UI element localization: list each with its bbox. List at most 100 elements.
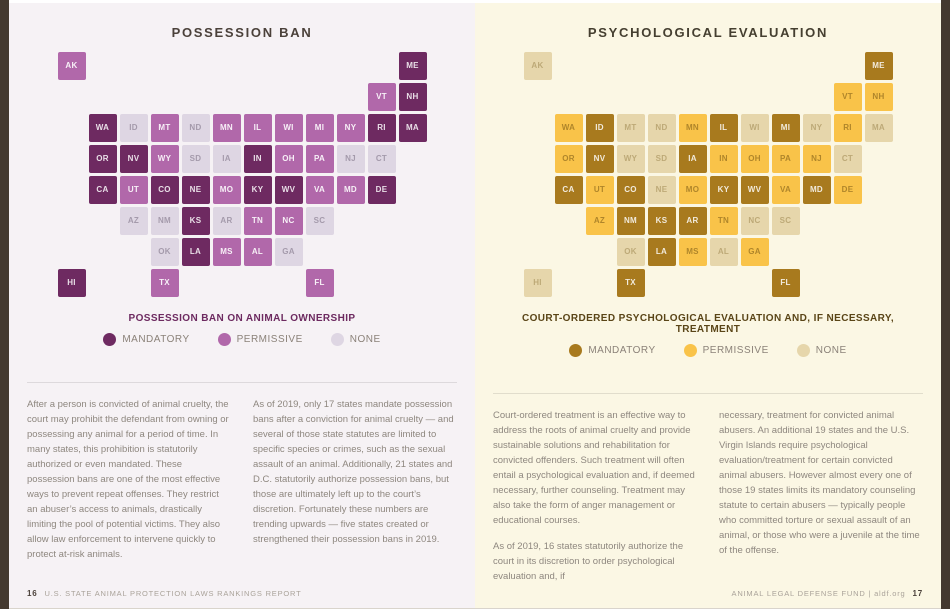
state-tile-PA: PA bbox=[771, 145, 800, 173]
state-tile-WY: WY bbox=[616, 145, 645, 173]
legend-swatch-mandatory bbox=[103, 333, 117, 346]
state-tile-AZ: AZ bbox=[585, 207, 614, 235]
state-tile-VA: VA bbox=[305, 176, 334, 204]
legend-swatch-none bbox=[330, 333, 344, 346]
state-tile-VT: VT bbox=[367, 83, 396, 111]
state-tile-ND: ND bbox=[647, 114, 676, 142]
state-tile-MI: MI bbox=[305, 114, 334, 142]
body-paragraph: As of 2019, 16 states statutorily author… bbox=[493, 541, 684, 582]
state-tile-TN: TN bbox=[709, 207, 738, 235]
state-tile-OK: OK bbox=[150, 238, 179, 266]
state-tile-TX: TX bbox=[150, 269, 179, 297]
state-tile-MO: MO bbox=[212, 176, 241, 204]
state-tile-AR: AR bbox=[212, 207, 241, 235]
state-tile-OR: OR bbox=[88, 145, 117, 173]
state-tile-AL: AL bbox=[243, 238, 272, 266]
state-tile-NJ: NJ bbox=[802, 145, 831, 173]
state-tile-KS: KS bbox=[181, 207, 210, 235]
state-tile-RI: RI bbox=[367, 114, 396, 142]
legend-label: PERMISSIVE bbox=[702, 345, 769, 356]
state-tile-IA: IA bbox=[212, 145, 241, 173]
legend-item-permissive: PERMISSIVE bbox=[683, 344, 769, 357]
state-tile-DE: DE bbox=[833, 176, 862, 204]
legend-swatch-permissive bbox=[217, 333, 231, 346]
text-column-2: As of 2019, only 17 states mandate posse… bbox=[253, 397, 457, 573]
state-tile-CA: CA bbox=[88, 176, 117, 204]
state-tile-ND: ND bbox=[181, 114, 210, 142]
state-tile-NE: NE bbox=[181, 176, 210, 204]
state-tile-VA: VA bbox=[771, 176, 800, 204]
state-tile-ID: ID bbox=[119, 114, 148, 142]
state-tile-TX: TX bbox=[616, 269, 645, 297]
state-tile-KY: KY bbox=[709, 176, 738, 204]
legend-item-none: NONE bbox=[330, 333, 381, 346]
page-title: PSYCHOLOGICAL EVALUATION bbox=[587, 25, 829, 40]
page-title: POSSESSION BAN bbox=[171, 25, 313, 40]
body-paragraph: After a person is convicted of animal cr… bbox=[27, 399, 229, 560]
footer-text: U.S. STATE ANIMAL PROTECTION LAWS RANKIN… bbox=[44, 589, 302, 598]
state-tile-OH: OH bbox=[274, 145, 303, 173]
state-tile-MO: MO bbox=[678, 176, 707, 204]
state-tile-MD: MD bbox=[336, 176, 365, 204]
legend-item-none: NONE bbox=[796, 344, 847, 357]
legend-label: NONE bbox=[815, 345, 847, 356]
state-tile-UT: UT bbox=[585, 176, 614, 204]
state-tile-DE: DE bbox=[367, 176, 396, 204]
state-tile-ID: ID bbox=[585, 114, 614, 142]
state-tile-SC: SC bbox=[305, 207, 334, 235]
legend: POSSESSION BAN ON ANIMAL OWNERSHIP MANDA… bbox=[27, 313, 457, 346]
state-tile-OK: OK bbox=[616, 238, 645, 266]
state-tile-MS: MS bbox=[678, 238, 707, 266]
state-tile-KS: KS bbox=[647, 207, 676, 235]
state-tile-FL: FL bbox=[771, 269, 800, 297]
state-tile-MS: MS bbox=[212, 238, 241, 266]
body-paragraph: As of 2019, only 17 states mandate posse… bbox=[253, 399, 454, 545]
text-column-2: necessary, treatment for convicted anima… bbox=[719, 408, 923, 595]
page-number: 17 bbox=[912, 589, 923, 598]
page-psychological-evaluation: PSYCHOLOGICAL EVALUATION WA OR CA NV ID MT WY U… bbox=[475, 3, 941, 609]
possession-ban-map: WA OR CA NV ID MT WY UT CO AZ NM ND SD NE KS OK TX MN IA MO… bbox=[57, 52, 427, 297]
state-tile-NY: NY bbox=[336, 114, 365, 142]
state-tile-KY: KY bbox=[243, 176, 272, 204]
state-tile-MA: MA bbox=[398, 114, 427, 142]
text-column-1: Court-ordered treatment is an effective … bbox=[493, 408, 697, 595]
legend-swatch-none bbox=[796, 344, 810, 357]
state-tile-AZ: AZ bbox=[119, 207, 148, 235]
state-tile-MD: MD bbox=[802, 176, 831, 204]
state-tile-IA: IA bbox=[678, 145, 707, 173]
state-tile-PA: PA bbox=[305, 145, 334, 173]
state-tile-VT: VT bbox=[833, 83, 862, 111]
legend-swatch-mandatory bbox=[569, 344, 583, 357]
legend-item-mandatory: MANDATORY bbox=[103, 333, 189, 346]
state-tile-CO: CO bbox=[616, 176, 645, 204]
state-tile-WV: WV bbox=[740, 176, 769, 204]
state-tile-NY: NY bbox=[802, 114, 831, 142]
legend-label: NONE bbox=[349, 334, 381, 345]
state-tile-AL: AL bbox=[709, 238, 738, 266]
state-tile-WY: WY bbox=[150, 145, 179, 173]
legend-item-mandatory: MANDATORY bbox=[569, 344, 655, 357]
state-tile-NV: NV bbox=[119, 145, 148, 173]
state-tile-WI: WI bbox=[740, 114, 769, 142]
book-edge-left bbox=[0, 0, 9, 609]
state-tile-LA: LA bbox=[647, 238, 676, 266]
state-tile-IN: IN bbox=[243, 145, 272, 173]
body-paragraph: Court-ordered treatment is an effective … bbox=[493, 410, 695, 526]
state-tile-SC: SC bbox=[771, 207, 800, 235]
body-text-columns: After a person is convicted of animal cr… bbox=[27, 397, 457, 573]
book-edge-right bbox=[941, 0, 950, 609]
state-tile-WA: WA bbox=[554, 114, 583, 142]
state-tile-NC: NC bbox=[740, 207, 769, 235]
legend-title: COURT-ORDERED PSYCHOLOGICAL EVALUATION A… bbox=[521, 313, 895, 335]
footer-text: ANIMAL LEGAL DEFENSE FUND | aldf.org bbox=[731, 589, 906, 598]
state-tile-MA: MA bbox=[864, 114, 893, 142]
state-tile-NJ: NJ bbox=[336, 145, 365, 173]
legend-items: MANDATORY PERMISSIVE NONE bbox=[27, 333, 457, 346]
state-tile-MN: MN bbox=[678, 114, 707, 142]
state-tile-HI: HI bbox=[523, 269, 552, 297]
state-tile-FL: FL bbox=[305, 269, 334, 297]
state-tile-ME: ME bbox=[864, 52, 893, 80]
state-tile-CO: CO bbox=[150, 176, 179, 204]
state-tile-WI: WI bbox=[274, 114, 303, 142]
